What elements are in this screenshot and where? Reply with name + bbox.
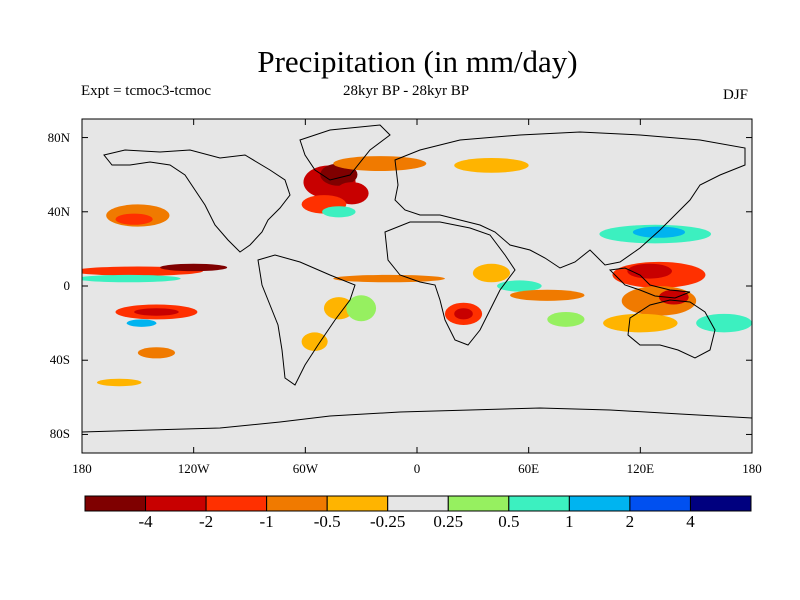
- anomaly-region: [322, 206, 356, 218]
- colorbar-label: -2: [198, 512, 214, 531]
- colorbar-label: 2: [625, 512, 635, 531]
- anomaly-region: [134, 308, 179, 316]
- x-tick-label: 120W: [177, 461, 210, 476]
- x-tick-label: 120E: [626, 461, 655, 476]
- anomaly-region: [126, 319, 157, 327]
- anomaly-region: [333, 274, 445, 283]
- anomaly-region: [96, 378, 142, 387]
- anomaly-region: [82, 274, 181, 283]
- chart-title: Precipitation (in mm/day): [257, 44, 578, 79]
- coastline-europe-asia: [394, 131, 746, 269]
- anomaly-region: [335, 182, 369, 205]
- season-label: DJF: [723, 87, 749, 103]
- experiment-label: Expt = tcmoc3-tcmoc: [81, 83, 212, 99]
- coastline-greenland: [299, 124, 391, 181]
- colorbar-label: 0.5: [498, 512, 520, 531]
- colorbar-label: 4: [686, 512, 695, 531]
- anomaly-region: [333, 156, 427, 171]
- colorbar: [84, 495, 752, 512]
- anomaly-region: [632, 226, 685, 238]
- coastline-south-america: [257, 254, 356, 386]
- anomaly-region: [137, 347, 176, 359]
- colorbar-swatch: [508, 495, 570, 512]
- y-tick-label: 40N: [47, 203, 70, 219]
- colorbar-swatch: [266, 495, 328, 512]
- anomaly-region: [160, 263, 228, 272]
- coastline-australia: [627, 299, 716, 359]
- coastline-antarctica: [82, 407, 752, 433]
- y-tick-label: 40S: [49, 352, 70, 368]
- x-tick-label: 60W: [292, 461, 318, 476]
- axis-ticks: [81, 119, 753, 453]
- anomaly-region: [547, 311, 585, 327]
- anomaly-region: [603, 313, 678, 333]
- colorbar-swatch: [205, 495, 268, 512]
- anomaly-region: [323, 297, 354, 320]
- colorbar-label: -0.25: [370, 512, 406, 531]
- colorbar-label: -0.5: [313, 512, 341, 531]
- colorbar-swatch: [629, 495, 691, 512]
- x-tick-label: 60E: [518, 461, 540, 476]
- colorbar-swatch: [326, 495, 389, 512]
- coastline-africa: [384, 221, 516, 346]
- colorbar-swatch: [447, 495, 510, 512]
- anomaly-region: [497, 280, 542, 292]
- anomaly-region: [454, 157, 529, 173]
- anomaly-region: [346, 295, 377, 322]
- period-label: 28kyr BP - 28kyr BP: [343, 83, 470, 99]
- colorbar-label: -1: [259, 512, 274, 531]
- colorbar-label: 0.25: [433, 512, 464, 531]
- anomaly-region: [510, 289, 585, 301]
- y-tick-label: 80S: [49, 426, 70, 442]
- anomaly-region: [696, 313, 752, 333]
- colorbar-swatch: [84, 495, 147, 512]
- colorbar-swatch: [387, 495, 449, 512]
- y-tick-label: 80N: [47, 129, 70, 145]
- coastline-maritime-continent: [608, 267, 691, 299]
- colorbar-swatch: [689, 495, 752, 512]
- y-tick-label: 0: [63, 278, 71, 293]
- colorbar-swatch: [145, 495, 207, 512]
- anomaly-region: [454, 308, 473, 320]
- anomaly-region: [472, 263, 511, 283]
- colorbar-swatch: [568, 495, 631, 512]
- coastline-north-america: [103, 149, 291, 253]
- x-tick-label: 180: [742, 461, 762, 476]
- x-tick-label: 180: [72, 461, 92, 476]
- colorbar-label: 1: [565, 512, 574, 531]
- anomaly-region: [115, 213, 153, 225]
- anomaly-region: [627, 263, 672, 279]
- coastlines: [82, 124, 752, 433]
- anomaly-region: [301, 332, 328, 351]
- x-tick-label: 0: [413, 461, 421, 476]
- colorbar-label: -4: [138, 512, 153, 531]
